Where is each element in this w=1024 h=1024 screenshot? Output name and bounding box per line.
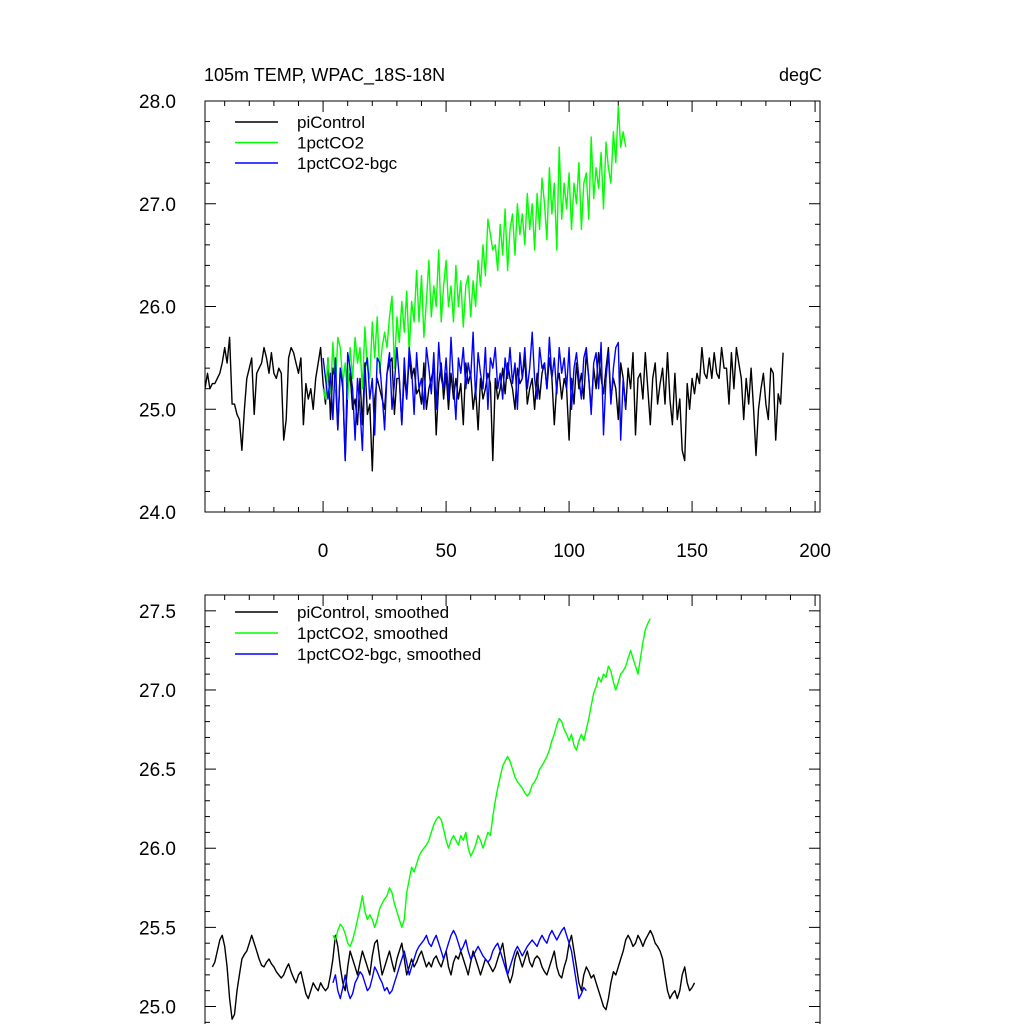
top-panel-title: 105m TEMP, WPAC_18S-18N (204, 65, 445, 86)
legend-label: piControl, smoothed (297, 603, 449, 622)
bottom-panel-series (211, 618, 696, 1020)
series-group (205, 105, 784, 472)
series-line-1pctco2-smoothed (332, 618, 651, 948)
x-tick-label: 100 (553, 541, 585, 562)
bottom-panel-frame (204, 594, 821, 1024)
x-tick-label: 50 (436, 541, 457, 562)
y-tick-label: 26.0 (139, 839, 176, 860)
bottom-panel-legend: piControl, smoothed 1pctCO2, smoothed 1pct… (235, 603, 481, 664)
y-tick-label: 24.0 (139, 503, 176, 524)
y-tick-label: 27.0 (139, 195, 176, 216)
x-tick-label: 200 (799, 541, 831, 562)
top-panel-ticks (205, 100, 820, 513)
bottom-panel-ticks (205, 594, 820, 1023)
top-panel-series (205, 105, 784, 472)
series-line-1pctco2-bgc (322, 331, 627, 462)
top-panel-frame (204, 100, 821, 513)
x-tick-label: 150 (676, 541, 708, 562)
legend-label: 1pctCO2, smoothed (297, 624, 448, 643)
series-line-picontrol-smoothed (211, 929, 696, 1020)
top-panel: 105m TEMP, WPAC_18S-18N degC piControl 1p… (139, 65, 831, 562)
bottom-panel: piControl, smoothed 1pctCO2, smoothed 1pct… (139, 594, 821, 1024)
y-tick-label: 25.5 (139, 918, 176, 939)
legend-label: 1pctCO2-bgc, smoothed (297, 645, 481, 664)
series-line-1pctco2 (322, 105, 627, 400)
legend-label: 1pctCO2 (297, 134, 364, 153)
y-tick-label: 28.0 (139, 92, 176, 113)
y-tick-label: 26.5 (139, 760, 176, 781)
top-panel-units: degC (779, 65, 822, 85)
x-tick-label: 0 (318, 541, 329, 562)
legend-label: piControl (297, 113, 365, 132)
y-tick-label: 25.0 (139, 400, 176, 421)
y-tick-label: 26.0 (139, 298, 176, 319)
series-line-1pctco2-bgc-smoothed (332, 926, 587, 1000)
y-tick-label: 27.0 (139, 681, 176, 702)
legend-label: 1pctCO2-bgc (297, 154, 398, 173)
y-tick-label: 27.5 (139, 602, 176, 623)
series-group (211, 618, 696, 1020)
top-panel-tick-labels: 24.0 25.0 26.0 27.0 28.0 0 50 100 150 200 (139, 92, 831, 562)
series-line-picontrol (205, 336, 784, 472)
bottom-panel-tick-labels: 25.0 25.5 26.0 26.5 27.0 27.5 (139, 602, 176, 1019)
y-tick-label: 25.0 (139, 998, 176, 1019)
